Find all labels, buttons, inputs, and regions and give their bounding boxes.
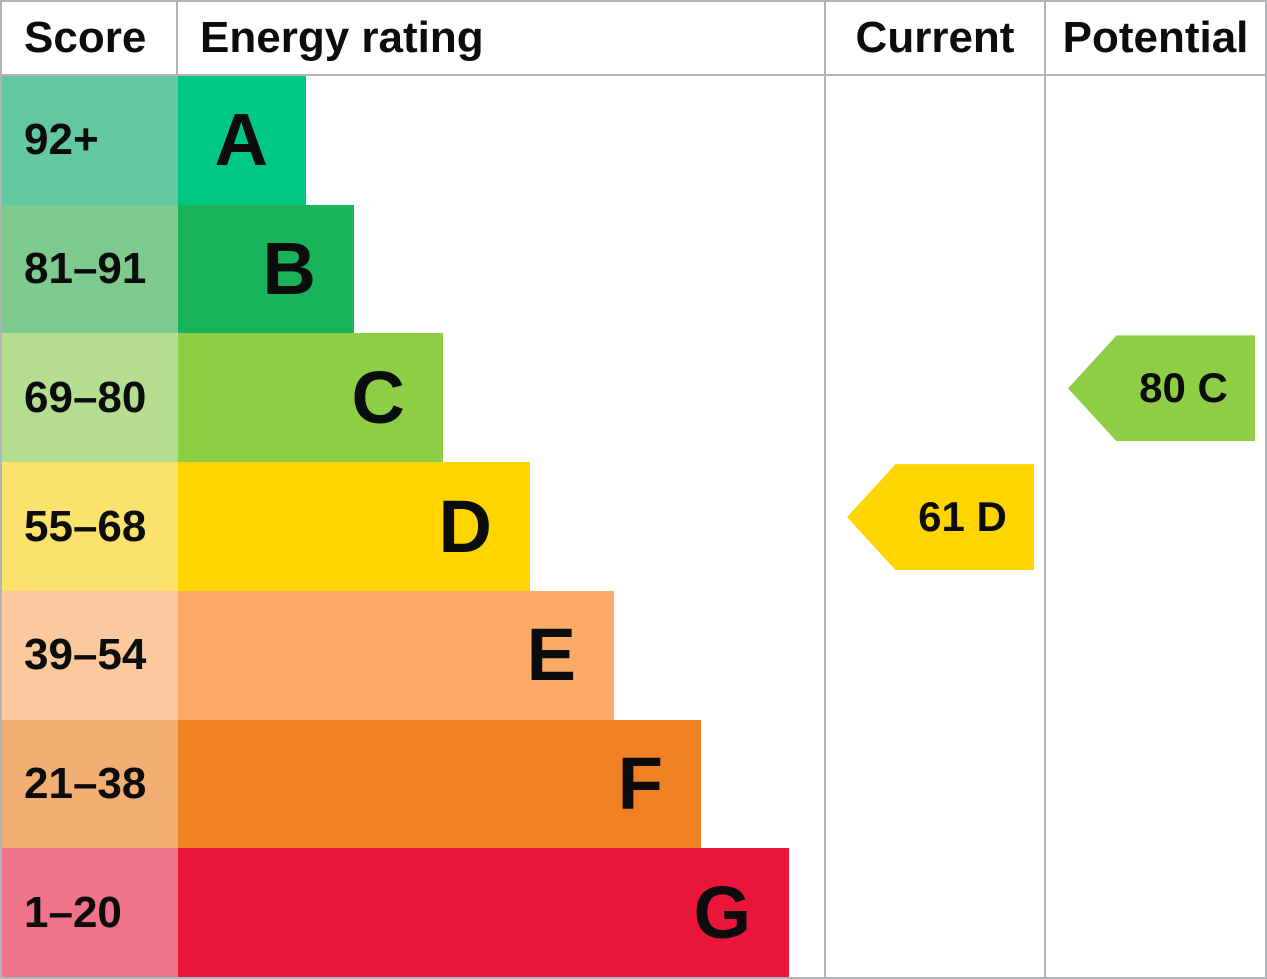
score-range: 55–68 (2, 462, 178, 591)
band-bar: A (178, 76, 306, 205)
current-column-header: Current (824, 2, 1044, 74)
score-range: 69–80 (2, 333, 178, 463)
energy-rating-column-header: Energy rating (200, 13, 484, 62)
table-header: Score Energy rating Current Potential (2, 2, 1265, 76)
band-bar: G (178, 848, 789, 978)
band-letter: E (526, 613, 576, 697)
band-letter: G (693, 870, 751, 954)
potential-rating-label: 80 C (1139, 364, 1228, 412)
score-range: 1–20 (2, 848, 178, 978)
band-letter: F (617, 741, 663, 825)
score-column-header: Score (2, 2, 178, 74)
band-bar: F (178, 719, 701, 849)
score-range: 81–91 (2, 204, 178, 334)
band-letter: D (438, 484, 492, 568)
current-rating-label: 61 D (918, 493, 1007, 541)
potential-rating-arrow: 80 C (1068, 335, 1255, 442)
band-letter: B (262, 227, 316, 311)
current-rating-arrow: 61 D (847, 464, 1034, 571)
score-range: 92+ (2, 76, 178, 205)
band-row: 69–80 C (2, 333, 824, 463)
band-letter: C (351, 355, 405, 439)
band-row: 55–68 D (2, 462, 824, 591)
band-bar: B (178, 204, 354, 334)
score-range: 21–38 (2, 719, 178, 849)
current-column: 61 D (824, 76, 1044, 977)
band-letter: A (214, 98, 268, 182)
band-row: 39–54 E (2, 590, 824, 720)
chart-body: 92+ A 81–91 B 69–80 C 55–68 D 39–54 E 21… (2, 76, 1265, 978)
band-row: 21–38 F (2, 719, 824, 849)
band-bar: E (178, 590, 614, 720)
score-range: 39–54 (2, 590, 178, 720)
band-row: 92+ A (2, 76, 824, 205)
band-row: 1–20 G (2, 848, 824, 978)
band-bar: C (178, 333, 443, 463)
energy-bands: 92+ A 81–91 B 69–80 C 55–68 D 39–54 E 21… (2, 76, 824, 978)
band-bar: D (178, 462, 530, 591)
potential-column-header: Potential (1044, 2, 1265, 74)
band-row: 81–91 B (2, 204, 824, 334)
potential-column: 80 C (1044, 76, 1265, 977)
